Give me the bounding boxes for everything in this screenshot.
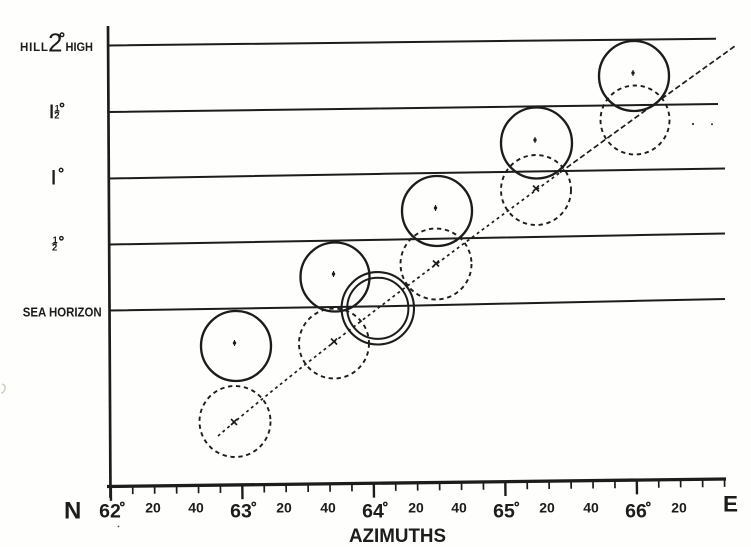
- svg-text:20: 20: [276, 500, 292, 516]
- svg-text:40: 40: [188, 500, 204, 516]
- svg-text:1: 1: [55, 103, 60, 113]
- svg-text:63: 63: [230, 501, 252, 523]
- svg-text:20: 20: [671, 500, 687, 516]
- svg-text:65: 65: [493, 501, 515, 523]
- svg-text:E: E: [723, 492, 738, 517]
- svg-text:20: 20: [145, 500, 161, 516]
- svg-text:64: 64: [362, 501, 384, 523]
- svg-text:2: 2: [52, 243, 57, 254]
- svg-text:20: 20: [408, 500, 424, 516]
- svg-text:62: 62: [99, 501, 121, 523]
- svg-text:40: 40: [583, 500, 599, 516]
- svg-text:40: 40: [451, 500, 467, 516]
- svg-text:40: 40: [320, 500, 336, 516]
- svg-text:20: 20: [539, 500, 555, 516]
- svg-text:HIGH: HIGH: [66, 42, 94, 54]
- svg-text:2: 2: [54, 111, 59, 122]
- svg-text:2: 2: [48, 28, 62, 58]
- svg-text:N: N: [64, 498, 81, 525]
- svg-text:HILL: HILL: [20, 42, 49, 54]
- svg-text:66: 66: [625, 501, 647, 523]
- svg-text:SEA HORIZON: SEA HORIZON: [23, 305, 102, 320]
- svg-text:1: 1: [53, 235, 58, 245]
- svg-text:AZIMUTHS: AZIMUTHS: [349, 525, 446, 547]
